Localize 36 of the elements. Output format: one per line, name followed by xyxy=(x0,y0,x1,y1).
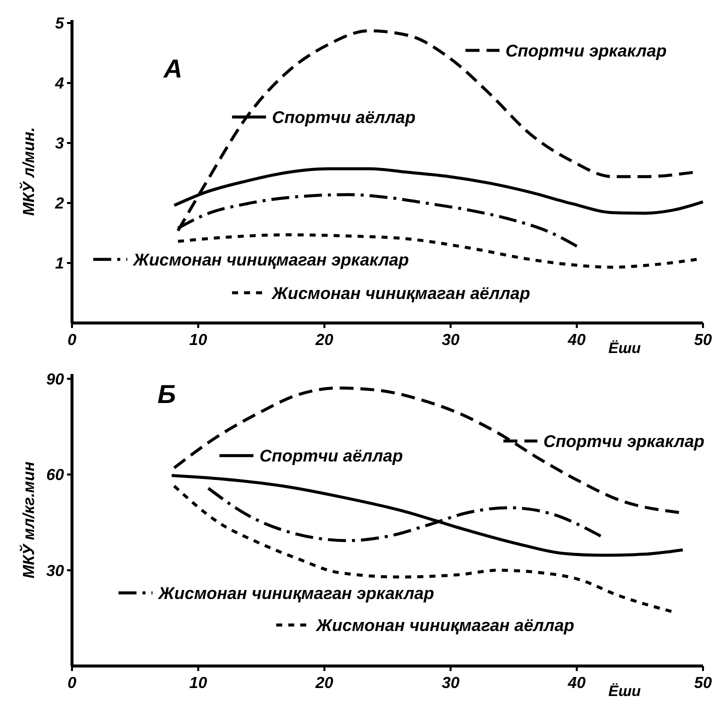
y-axis-title: МКЎ мл/кг.мин xyxy=(19,461,38,578)
y-tick-label: 90 xyxy=(46,371,64,388)
legend-label: Спортчи аёллар xyxy=(272,108,416,128)
x-tick-label: 40 xyxy=(566,675,586,692)
x-tick-label: 20 xyxy=(314,675,334,692)
x-axis-title: Ёши xyxy=(608,683,641,700)
x-tick-label: 20 xyxy=(314,332,334,349)
y-tick-label: 60 xyxy=(46,467,64,484)
legend-label: Спортчи аёллар xyxy=(259,446,403,466)
text: А xyxy=(162,54,182,84)
y-tick-label: 4 xyxy=(54,76,64,93)
y-tick-label: 1 xyxy=(55,256,64,273)
line-series xyxy=(206,486,602,542)
x-tick-label: 30 xyxy=(442,332,460,349)
line-series xyxy=(170,474,684,557)
y-axis-title: МКЎ л/мин. xyxy=(19,127,38,216)
x-tick-label: 50 xyxy=(694,675,712,692)
x-tick-label: 30 xyxy=(442,675,460,692)
x-tick-label: 0 xyxy=(68,675,77,692)
legend-label: Жисмонан чиниқмаган эркаклар xyxy=(132,250,409,270)
x-tick-label: 10 xyxy=(189,675,208,692)
x-axis-title: Ёши xyxy=(608,340,641,357)
chart-title: Б xyxy=(157,379,176,410)
y-tick-label: 3 xyxy=(55,136,64,153)
legend-label: Спортчи эркаклар xyxy=(543,432,704,451)
y-tick-label: 2 xyxy=(54,196,64,213)
x-tick-label: 0 xyxy=(68,332,77,349)
y-tick-label: 30 xyxy=(46,562,64,580)
x-tick-label: 40 xyxy=(566,332,586,349)
x-tick-label: 10 xyxy=(189,332,208,349)
legend-label: Жисмонан чиниқмаган аёллар xyxy=(271,284,530,303)
legend-label: Жисмонан чиниқмаган аёллар xyxy=(315,616,574,635)
legend-label: Спортчи эркаклар xyxy=(506,41,667,60)
x-tick-label: 50 xyxy=(694,332,712,349)
legend-label: Жисмонан чиниқмаган эркаклар xyxy=(157,584,434,603)
y-tick-label: 5 xyxy=(55,16,66,33)
